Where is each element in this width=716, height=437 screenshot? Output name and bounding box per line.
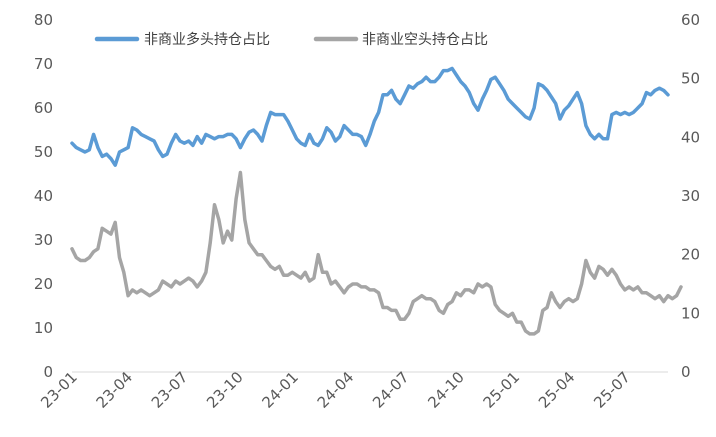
y-tick-label-left: 40 [34, 187, 53, 205]
x-tick-label: 24-01 [258, 368, 302, 412]
long-position-line [70, 66, 670, 167]
x-tick-label: 24-10 [424, 368, 468, 412]
y-tick-label-right: 40 [681, 128, 700, 146]
y-tick-label-right: 0 [681, 363, 691, 381]
y-tick-label-left: 70 [34, 55, 53, 73]
x-tick-label: 25-01 [480, 368, 524, 412]
left-axis: 0 10 20 30 40 50 60 70 80 [34, 11, 53, 381]
right-axis: 0 10 20 30 40 50 60 [681, 11, 700, 381]
y-tick-label-right: 50 [681, 70, 700, 88]
x-tick-label: 25-04 [535, 368, 579, 412]
x-tick-label: 23-10 [203, 368, 247, 412]
y-tick-label-left: 30 [34, 231, 53, 249]
y-tick-label-right: 10 [681, 304, 700, 322]
y-tick-label-left: 0 [43, 363, 53, 381]
x-tick-label: 24-04 [314, 368, 358, 412]
x-tick-label: 23-07 [148, 368, 192, 412]
x-tick-label: 24-07 [369, 368, 413, 412]
y-tick-label-right: 60 [681, 11, 700, 29]
legend-label-long: 非商业多头持仓占比 [144, 31, 270, 48]
y-tick-label-left: 20 [34, 275, 53, 293]
x-tick-label: 23-04 [93, 368, 137, 412]
short-position-line [70, 170, 683, 336]
x-tick-label: 25-07 [590, 368, 634, 412]
x-axis: 23-01 23-04 23-07 23-10 24-01 24-04 24-07 24-10… [37, 368, 668, 412]
y-tick-label-left: 60 [34, 99, 53, 117]
legend-label-short: 非商业空头持仓占比 [362, 32, 488, 48]
y-tick-label-right: 30 [681, 187, 700, 205]
plot-area [70, 66, 683, 336]
y-tick-label-left: 50 [34, 143, 53, 161]
y-tick-label-right: 20 [681, 246, 700, 264]
y-tick-label-left: 80 [34, 11, 53, 29]
y-tick-label-left: 10 [34, 319, 53, 337]
legend: 非商业多头持仓占比 非商业空头持仓占比 [94, 31, 488, 48]
